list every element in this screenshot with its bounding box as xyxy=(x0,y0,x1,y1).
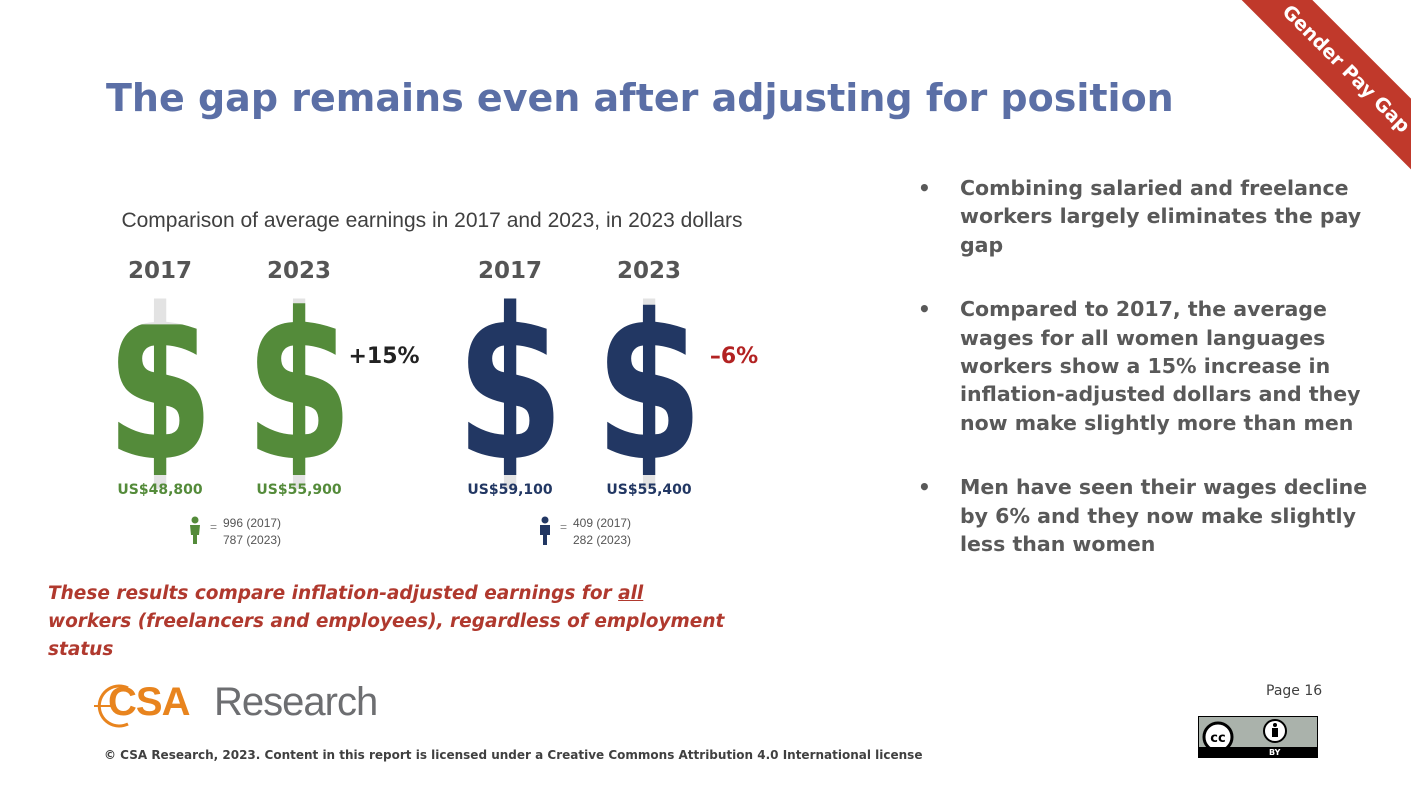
bullet-item: • Combining salaried and freelance worker… xyxy=(918,174,1388,259)
year-label: 2023 xyxy=(617,258,681,284)
sample-2017: 409 (2017) xyxy=(573,516,631,530)
corner-ribbon: Gender Pay Gap xyxy=(1236,0,1411,175)
person-body xyxy=(540,525,550,545)
ribbon-label: Gender Pay Gap xyxy=(1236,0,1411,175)
svg-text:cc: cc xyxy=(1210,731,1225,746)
copyright-notice: © CSA Research, 2023. Content in this re… xyxy=(104,748,923,762)
bullet-marker: • xyxy=(918,475,931,500)
chart-title: Comparison of average earnings in 2017 a… xyxy=(121,209,742,232)
bullet-item: • Compared to 2017, the average wages for… xyxy=(918,295,1388,437)
sample-2017: 996 (2017) xyxy=(223,516,281,530)
value-label: US$55,900 xyxy=(256,482,341,498)
results-note: These results compare inflation-adjusted… xyxy=(48,580,728,664)
equals-sign: = xyxy=(560,520,567,534)
value-label: US$55,400 xyxy=(606,482,691,498)
value-label: US$48,800 xyxy=(117,482,202,498)
dollar-empty: $ xyxy=(245,263,353,508)
equals-sign: = xyxy=(210,520,217,534)
dollar-bar: $ xyxy=(245,263,353,508)
value-label: US$59,100 xyxy=(467,482,552,498)
logo-swoosh-icon xyxy=(94,684,129,728)
bullet-text: Compared to 2017, the average wages for … xyxy=(960,297,1361,435)
change-label: –6% xyxy=(710,344,758,369)
note-emphasis: all xyxy=(618,583,644,604)
year-label: 2023 xyxy=(267,258,331,284)
dollar-empty: $ xyxy=(456,263,564,508)
cc-strip xyxy=(1199,747,1317,758)
person-body xyxy=(190,525,200,544)
person-head xyxy=(541,516,549,524)
bullet-text: Men have seen their wages decline by 6% … xyxy=(960,475,1368,557)
bullet-marker: • xyxy=(918,176,931,200)
dollar-bar: $ xyxy=(456,263,564,508)
female-icon xyxy=(190,516,200,544)
bullet-marker: • xyxy=(918,297,931,322)
logo-csa-text: CSA xyxy=(108,680,190,724)
dollar-bar: $ xyxy=(106,263,214,508)
year-label: 2017 xyxy=(478,258,542,284)
logo-research-text: Research xyxy=(214,680,378,724)
year-label: 2017 xyxy=(128,258,192,284)
dollar-empty: $ xyxy=(106,263,214,508)
change-label: +15% xyxy=(348,344,419,369)
dollar-bar: $ xyxy=(595,263,703,508)
note-text-2: workers (freelancers and employees), reg… xyxy=(48,611,725,660)
note-text-1: These results compare inflation-adjusted… xyxy=(48,583,619,604)
cc-license-badge: cc BY xyxy=(1198,716,1318,758)
page-number: Page 16 xyxy=(1266,683,1323,699)
dollar-empty: $ xyxy=(595,263,703,508)
male-icon xyxy=(540,516,550,545)
sample-2023: 282 (2023) xyxy=(573,533,631,547)
bullet-list: • Combining salaried and freelance worker… xyxy=(918,174,1388,594)
earnings-chart: Comparison of average earnings in 2017 a… xyxy=(106,209,758,547)
bullet-text: Combining salaried and freelance workers… xyxy=(960,176,1362,257)
person-head xyxy=(191,516,199,524)
page-title: The gap remains even after adjusting for… xyxy=(106,76,1174,120)
cc-by-label: BY xyxy=(1269,748,1281,757)
sample-2023: 787 (2023) xyxy=(223,533,281,547)
cc-icon: cc xyxy=(1202,719,1287,753)
bullet-item: • Men have seen their wages decline by 6%… xyxy=(918,473,1388,558)
